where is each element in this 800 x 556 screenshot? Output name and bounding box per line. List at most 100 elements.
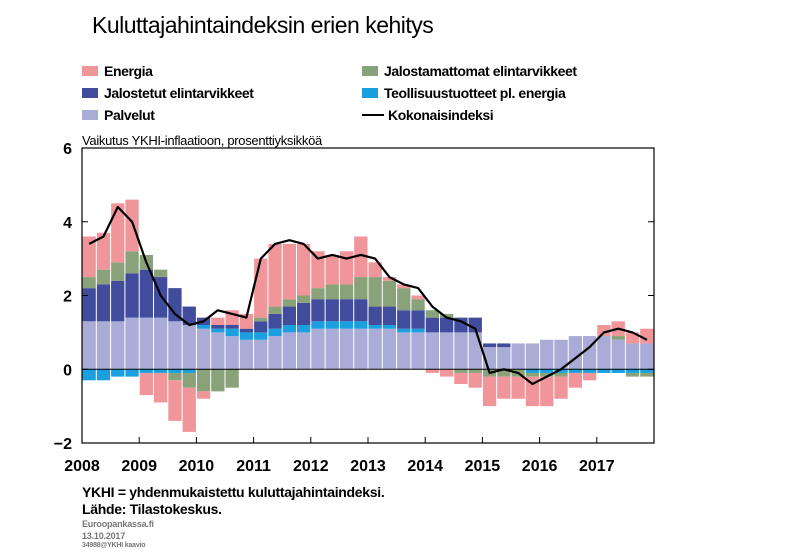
kokonaisindeksi-line: [88, 205, 648, 386]
bar-segment-jalostetut-elintarvikkeet: [339, 299, 354, 322]
bar-segment-jalostetut-elintarvikkeet: [111, 280, 125, 322]
bar-segment-palvelut: [254, 339, 268, 370]
bar-segment-energia: [182, 387, 196, 432]
bar-segment-teollisuustuotteet-pl-energia: [311, 321, 325, 329]
bar-segment-palvelut: [597, 336, 611, 370]
bar-segment-teollisuustuotteet-pl-energia: [611, 369, 625, 373]
bar-segment-energia: [583, 372, 597, 381]
bar-segment-jalostetut-elintarvikkeet: [425, 317, 439, 333]
legend-item-teollisuustuotteet: Teollisuustuotteet pl. energia: [362, 85, 566, 101]
bar-segment-teollisuustuotteet-pl-energia: [96, 369, 111, 381]
bar-segment-energia: [525, 376, 540, 407]
x-tick-label: 2008: [64, 458, 100, 475]
legend-label-teollisuustuotteet: Teollisuustuotteet pl. energia: [384, 85, 566, 101]
bar-segment-palvelut: [368, 328, 382, 370]
bar-segment-jalostamattomat-elintarvikkeet: [282, 299, 296, 307]
bar-segment-palvelut: [382, 328, 397, 370]
bar-segment-energia: [640, 328, 654, 344]
bar-segment-energia: [325, 254, 339, 285]
bar-segment-jalostetut-elintarvikkeet: [497, 343, 511, 348]
bar-segment-energia: [268, 243, 282, 307]
bar-segment-jalostamattomat-elintarvikkeet: [425, 310, 439, 318]
bar-segment-energia: [211, 317, 225, 325]
bar-segment-energia: [139, 372, 153, 396]
bar-segment-energia: [282, 243, 296, 300]
bar-segment-teollisuustuotteet-pl-energia: [625, 369, 640, 373]
bar-segment-energia: [354, 236, 368, 278]
bar-segment-jalostamattomat-elintarvikkeet: [354, 277, 368, 300]
bar-segment-teollisuustuotteet-pl-energia: [368, 325, 382, 329]
bar-segment-energia: [511, 376, 525, 399]
bar-segment-jalostetut-elintarvikkeet: [82, 288, 96, 322]
bar-segment-energia: [397, 284, 411, 289]
bar-segment-palvelut: [339, 328, 354, 370]
bar-segment-jalostetut-elintarvikkeet: [211, 325, 225, 329]
y-tick-label: 2: [63, 289, 72, 306]
bar-segment-jalostamattomat-elintarvikkeet: [125, 251, 139, 274]
bar-segment-jalostamattomat-elintarvikkeet: [554, 372, 568, 377]
bar-segment-jalostamattomat-elintarvikkeet: [468, 369, 482, 373]
bar-segment-energia: [254, 258, 268, 318]
bar-segment-energia: [540, 376, 554, 407]
bar-segment-teollisuustuotteet-pl-energia: [325, 321, 339, 329]
y-tick-label: 0: [63, 362, 72, 379]
bar-segment-teollisuustuotteet-pl-energia: [182, 369, 196, 373]
bar-segment-palvelut: [325, 328, 339, 370]
bar-segment-teollisuustuotteet-pl-energia: [111, 369, 125, 377]
bar-segment-energia: [339, 251, 354, 285]
bar-segment-jalostetut-elintarvikkeet: [368, 306, 382, 325]
bar-segment-teollisuustuotteet-pl-energia: [168, 369, 182, 373]
bar-segment-teollisuustuotteet-pl-energia: [382, 325, 397, 329]
legend-label-jalostetut: Jalostetut elintarvikkeet: [104, 85, 254, 101]
bar-segment-teollisuustuotteet-pl-energia: [82, 369, 96, 381]
legend-swatch-jalostetut: [82, 88, 98, 98]
x-tick-label: 2016: [522, 458, 558, 475]
bar-segment-palvelut: [568, 336, 582, 370]
bar-segment-teollisuustuotteet-pl-energia: [239, 332, 254, 340]
bar-segment-energia: [625, 332, 640, 344]
x-tick-label: 2013: [350, 458, 386, 475]
bar-segment-energia: [154, 372, 168, 403]
bar-segment-palvelut: [611, 339, 625, 370]
bar-segment-teollisuustuotteet-pl-energia: [568, 369, 582, 373]
bar-segment-teollisuustuotteet-pl-energia: [282, 325, 296, 333]
bar-segment-jalostamattomat-elintarvikkeet: [325, 284, 339, 300]
bar-segment-jalostamattomat-elintarvikkeet: [168, 372, 182, 381]
chart-title: Kuluttajahintaindeksin erien kehitys: [92, 12, 434, 38]
bar-segment-jalostamattomat-elintarvikkeet: [497, 369, 511, 377]
legend-item-palvelut: Palvelut: [82, 107, 155, 123]
bar-segment-teollisuustuotteet-pl-energia: [540, 369, 554, 373]
bar-segment-energia: [554, 376, 568, 399]
bar-segment-teollisuustuotteet-pl-energia: [125, 369, 139, 377]
bar-segment-palvelut: [425, 332, 439, 370]
bar-segment-energia: [96, 232, 111, 270]
legend-swatch-teollisuustuotteet: [362, 88, 378, 98]
bar-segment-teollisuustuotteet-pl-energia: [154, 369, 168, 373]
bar-segment-energia: [368, 262, 382, 278]
bar-segment-teollisuustuotteet-pl-energia: [225, 328, 239, 337]
bar-segment-jalostamattomat-elintarvikkeet: [268, 306, 282, 314]
x-tick-label: 2009: [121, 458, 157, 475]
bar-segment-palvelut: [96, 321, 111, 370]
x-tick-label: 2017: [579, 458, 615, 475]
bar-segment-energia: [168, 380, 182, 421]
bar-segment-palvelut: [511, 343, 525, 370]
y-tick-label: 4: [63, 215, 72, 232]
bar-segment-jalostetut-elintarvikkeet: [482, 343, 497, 348]
bar-segment-jalostamattomat-elintarvikkeet: [182, 372, 196, 388]
x-tick-label: 2010: [179, 458, 215, 475]
bar-segment-jalostetut-elintarvikkeet: [96, 284, 111, 322]
x-tick-label: 2015: [465, 458, 501, 475]
bar-segment-jalostamattomat-elintarvikkeet: [625, 372, 640, 377]
footnote: YKHI = yhdenmukaistettu kuluttajahintain…: [82, 484, 385, 500]
bar-segment-jalostamattomat-elintarvikkeet: [411, 299, 425, 311]
legend-label-jalostamattomat: Jalostamattomat elintarvikkeet: [384, 63, 577, 79]
bar-segment-jalostetut-elintarvikkeet: [440, 317, 454, 333]
bar-segment-jalostamattomat-elintarvikkeet: [211, 369, 225, 392]
bar-segment-teollisuustuotteet-pl-energia: [397, 328, 411, 333]
bar-segment-jalostamattomat-elintarvikkeet: [154, 269, 168, 278]
bar-segment-jalostetut-elintarvikkeet: [411, 310, 425, 329]
bar-segment-energia: [311, 251, 325, 289]
bar-segment-jalostetut-elintarvikkeet: [268, 313, 282, 329]
bar-segment-jalostamattomat-elintarvikkeet: [297, 295, 311, 303]
